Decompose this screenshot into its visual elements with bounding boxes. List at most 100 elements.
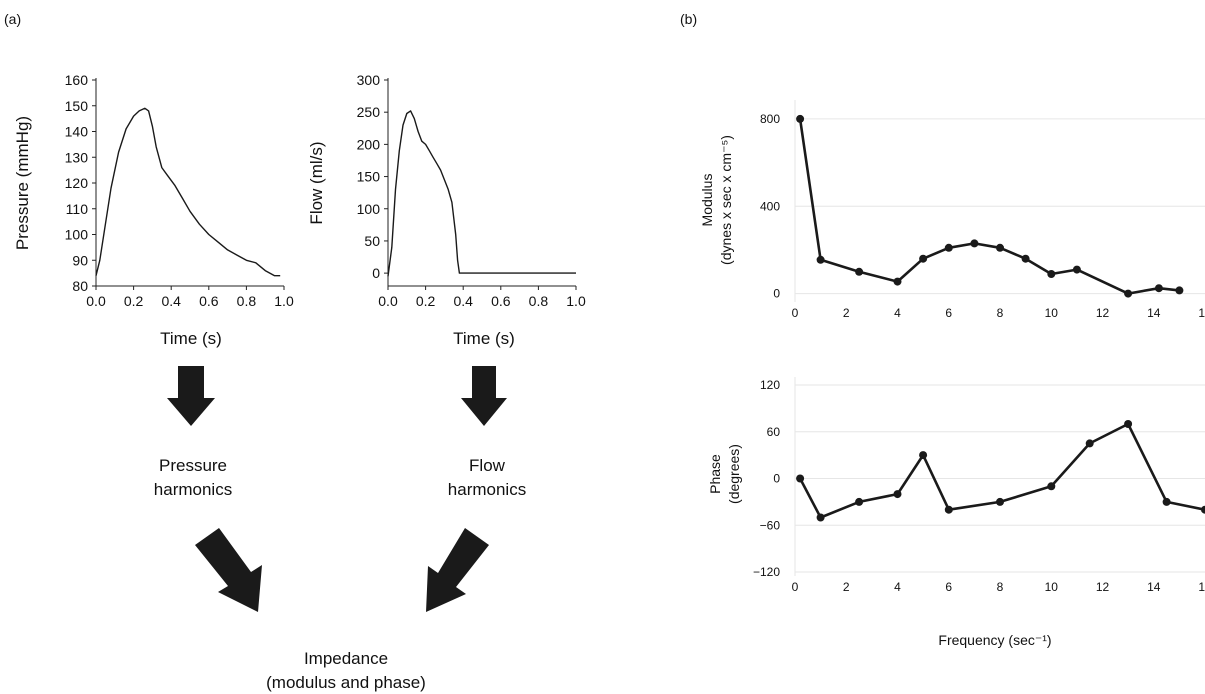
modulus-x-tick-label: 6 xyxy=(945,306,952,320)
modulus-y-axis-title-line: (dynes x sec x cm⁻⁵) xyxy=(718,135,734,265)
flow-y-tick-label: 300 xyxy=(357,72,381,88)
flow-down-arrow-icon xyxy=(461,366,507,426)
flow-y-tick-label: 250 xyxy=(357,104,381,120)
modulus-point xyxy=(970,239,979,248)
phase-y-tick-label: 120 xyxy=(760,378,780,392)
pressure-y-axis-title: Pressure (mmHg) xyxy=(13,116,32,250)
flow-y-tick-label: 0 xyxy=(372,265,380,281)
pressure-y-tick-label: 110 xyxy=(66,201,89,217)
modulus-chart: 0 400 800 0 2 4 6 8 10 12 14 16 Modulus(dynes x sec … xyxy=(699,100,1205,320)
pressure-y-tick-label: 100 xyxy=(65,227,89,243)
phase-x-tick-label: 16 xyxy=(1198,580,1205,594)
phase-x-tick-label: 10 xyxy=(1045,580,1059,594)
phase-x-tick-label: 6 xyxy=(945,580,952,594)
modulus-point xyxy=(1154,284,1163,293)
modulus-y-tick-label: 800 xyxy=(760,112,780,126)
phase-point xyxy=(796,474,805,483)
modulus-point xyxy=(1021,254,1030,263)
pressure-x-tick-label: 0.8 xyxy=(237,293,257,309)
flow-x-tick-label: 0.8 xyxy=(529,293,549,309)
pressure-x-tick-label: 1.0 xyxy=(274,293,294,309)
flow-x-tick-label: 0.0 xyxy=(378,293,398,309)
phase-point xyxy=(1201,505,1205,514)
modulus-point xyxy=(996,243,1004,252)
modulus-x-tick-label: 16 xyxy=(1198,306,1205,320)
flow-harmonics-line2: harmonics xyxy=(448,480,526,499)
pressure-y-tick-label: 130 xyxy=(65,149,89,165)
flow-y-tick-label: 200 xyxy=(357,136,381,152)
flow-x-axis-title: Time (s) xyxy=(453,329,515,348)
phase-point xyxy=(855,497,864,506)
pressure-y-tick-label: 90 xyxy=(72,252,88,268)
pressure-harmonics-line2: harmonics xyxy=(154,480,232,499)
phase-point xyxy=(1085,439,1094,448)
pressure-x-axis-title: Time (s) xyxy=(160,329,222,348)
phase-x-axis-title: Frequency (sec⁻¹) xyxy=(938,632,1051,648)
phase-y-tick-label: −60 xyxy=(760,518,781,532)
modulus-x-tick-label: 14 xyxy=(1147,306,1161,320)
flow-diagonal-arrow-icon xyxy=(426,528,489,612)
phase-chart: −120 −60 0 60 120 0 2 4 6 8 10 12 14 16 Phase(degrees)… xyxy=(707,377,1205,648)
modulus-x-tick-label: 8 xyxy=(997,306,1004,320)
phase-x-tick-label: 12 xyxy=(1096,580,1110,594)
modulus-y-axis-title-line: Modulus xyxy=(699,174,715,227)
panel-label-b: (b) xyxy=(680,11,697,27)
phase-x-tick-label: 8 xyxy=(997,580,1004,594)
pressure-y-tick-label: 80 xyxy=(72,278,88,294)
modulus-x-tick-label: 2 xyxy=(843,306,850,320)
modulus-x-tick-label: 12 xyxy=(1096,306,1110,320)
modulus-x-tick-label: 4 xyxy=(894,306,901,320)
flow-y-tick-label: 150 xyxy=(357,169,381,185)
phase-x-tick-label: 4 xyxy=(894,580,901,594)
phase-series-line xyxy=(798,422,1205,519)
modulus-y-tick-label: 400 xyxy=(760,199,780,213)
phase-point xyxy=(944,505,953,514)
modulus-point xyxy=(1124,289,1133,298)
pressure-harmonics-line1: Pressure xyxy=(159,456,227,475)
phase-y-axis-title-line: Phase xyxy=(707,454,723,494)
flow-series-line xyxy=(387,110,576,277)
flow-x-tick-label: 1.0 xyxy=(566,293,586,309)
phase-point xyxy=(893,490,902,499)
flow-x-tick-label: 0.2 xyxy=(416,293,436,309)
phase-point xyxy=(1124,420,1133,428)
phase-point xyxy=(919,451,928,460)
flow-x-tick-label: 0.6 xyxy=(491,293,511,309)
pressure-x-tick-label: 0.6 xyxy=(199,293,219,309)
phase-x-tick-label: 0 xyxy=(792,580,799,594)
modulus-point xyxy=(1072,265,1081,274)
modulus-x-tick-label: 10 xyxy=(1045,306,1059,320)
phase-point xyxy=(996,497,1004,506)
pressure-x-tick-label: 0.0 xyxy=(86,293,106,309)
flow-harmonics-line1: Flow xyxy=(469,456,506,475)
impedance-label-line1: Impedance xyxy=(304,649,388,668)
modulus-point xyxy=(1047,270,1056,278)
modulus-point xyxy=(1175,286,1184,295)
phase-point xyxy=(1162,497,1171,506)
modulus-point xyxy=(919,254,928,263)
flow-y-tick-label: 50 xyxy=(364,233,380,249)
panel-label-a: (a) xyxy=(4,11,21,27)
modulus-x-tick-label: 0 xyxy=(792,306,799,320)
pressure-y-tick-label: 160 xyxy=(65,72,89,88)
modulus-point xyxy=(893,277,902,286)
pressure-y-tick-label: 120 xyxy=(65,175,89,191)
pressure-diagonal-arrow-icon xyxy=(195,528,262,612)
phase-point xyxy=(1047,482,1056,491)
flow-y-tick-label: 100 xyxy=(357,201,381,217)
pressure-down-arrow-icon xyxy=(167,366,215,426)
pressure-chart: 80 90 100 110 120 130 140 150 160 0.0 0.2 0.4 0.6 0.8… xyxy=(13,72,294,348)
modulus-series-line xyxy=(798,118,1180,295)
phase-y-tick-label: 0 xyxy=(773,472,780,486)
phase-x-tick-label: 2 xyxy=(843,580,850,594)
modulus-y-tick-label: 0 xyxy=(773,287,780,301)
phase-x-tick-label: 14 xyxy=(1147,580,1161,594)
modulus-point xyxy=(855,267,864,276)
phase-y-tick-label: 60 xyxy=(767,425,781,439)
pressure-series-line xyxy=(95,107,281,277)
flow-y-axis-title: Flow (ml/s) xyxy=(307,141,326,224)
modulus-point xyxy=(944,243,953,252)
modulus-point xyxy=(796,114,805,123)
modulus-point xyxy=(816,255,825,264)
phase-y-axis-title-line: (degrees) xyxy=(726,444,742,504)
